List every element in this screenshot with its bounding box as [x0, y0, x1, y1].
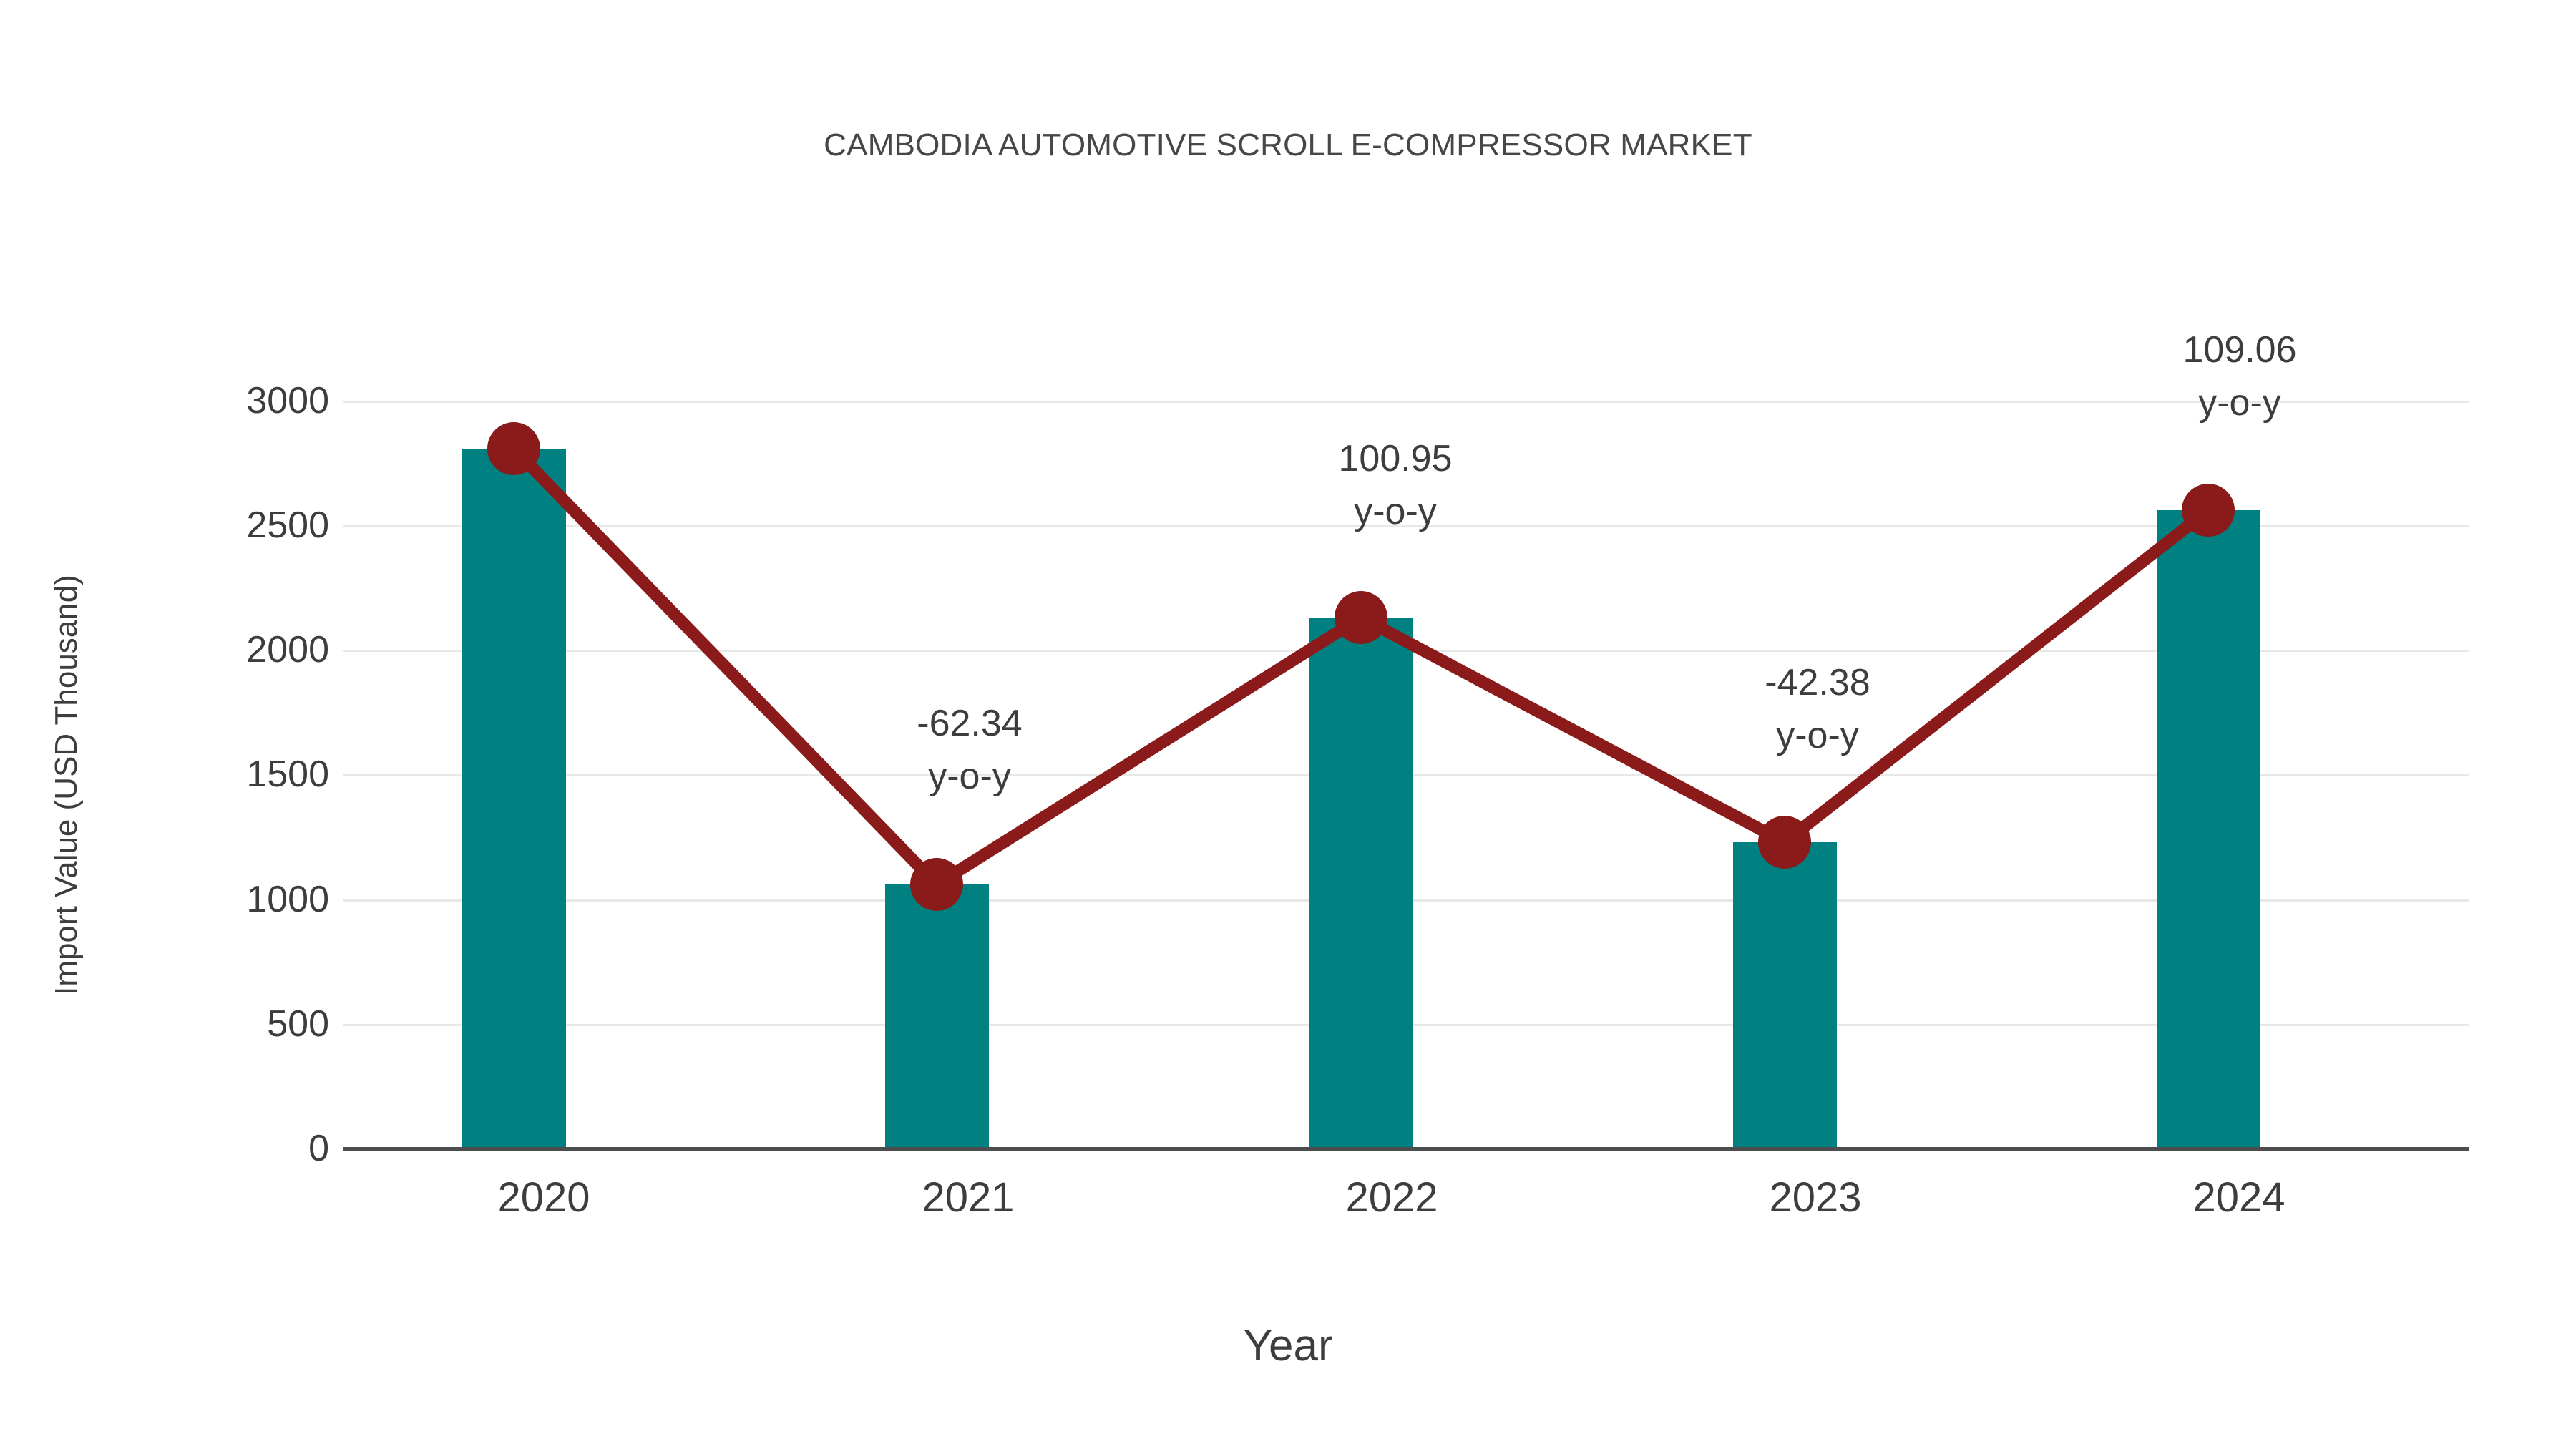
y-tick-2000: 2000: [246, 629, 329, 670]
x-tick-2023: 2023: [1769, 1174, 1862, 1221]
y-tick-0: 0: [308, 1128, 329, 1169]
annotation-2023: -42.38 y-o-y: [1765, 657, 1870, 763]
annotation-2024: 109.06 y-o-y: [2182, 324, 2296, 430]
x-tick-2021: 2021: [922, 1174, 1015, 1221]
y-axis-title: Import Value (USD Thousand): [49, 575, 84, 995]
bar-2024[interactable]: [2157, 510, 2260, 1148]
annotation-2021-unit: y-o-y: [928, 755, 1011, 797]
bar-2023[interactable]: [1733, 842, 1837, 1148]
annotation-2023-unit: y-o-y: [1776, 714, 1859, 756]
x-axis-line: [343, 1147, 2469, 1151]
x-tick-2022: 2022: [1345, 1174, 1438, 1221]
x-axis-title: Year: [1243, 1321, 1333, 1370]
x-tick-2020: 2020: [497, 1174, 590, 1221]
annotation-2021: -62.34 y-o-y: [917, 698, 1022, 804]
y-tick-500: 500: [267, 1003, 329, 1045]
x-tick-2024: 2024: [2192, 1174, 2285, 1221]
annotation-2022-unit: y-o-y: [1354, 490, 1437, 532]
annotation-2021-value: -62.34: [917, 703, 1023, 744]
annotation-2024-unit: y-o-y: [2198, 381, 2281, 424]
annotation-2022: 100.95 y-o-y: [1338, 433, 1452, 539]
y-tick-3000: 3000: [246, 380, 329, 421]
bar-2020[interactable]: [462, 449, 566, 1148]
y-tick-2500: 2500: [246, 504, 329, 546]
bar-2021[interactable]: [885, 884, 989, 1148]
y-tick-1500: 1500: [246, 753, 329, 795]
bar-2022[interactable]: [1309, 618, 1413, 1148]
annotation-2023-value: -42.38: [1765, 662, 1870, 703]
annotation-2022-value: 100.95: [1338, 438, 1453, 479]
chart-title: CAMBODIA AUTOMOTIVE SCROLL E-COMPRESSOR …: [824, 127, 1752, 162]
y-axis-tick-labels: 3000 2500 2000 1500 1000 500 0: [0, 0, 329, 1449]
annotation-2024-value: 109.06: [2182, 329, 2297, 371]
gridline-3000: [343, 401, 2469, 403]
y-tick-1000: 1000: [246, 879, 329, 920]
